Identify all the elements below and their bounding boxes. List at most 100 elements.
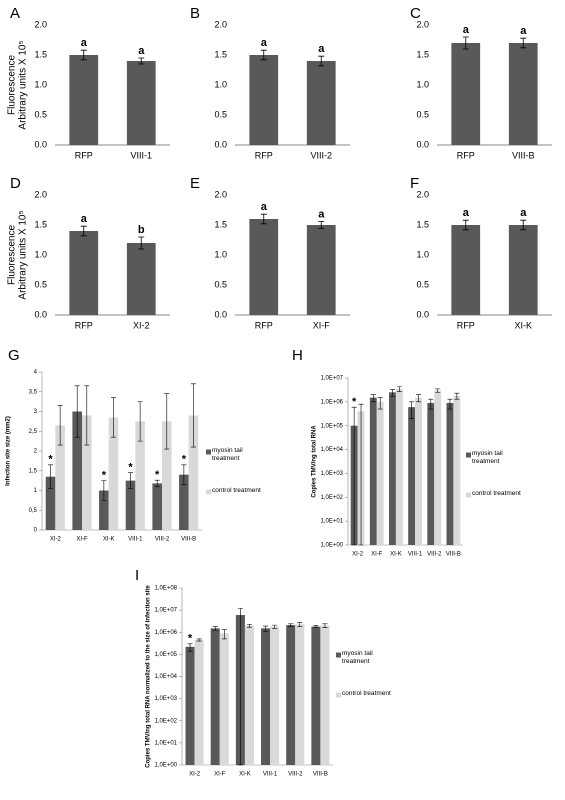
y-tick-label: 0.5 <box>34 279 47 289</box>
y-tick-label: 0.5 <box>34 109 47 119</box>
x-tick-label: RFP <box>75 320 93 330</box>
error-bar <box>435 388 441 393</box>
error-bar <box>57 405 63 446</box>
bar <box>185 646 195 765</box>
x-tick-label: VIII-2 <box>288 772 303 778</box>
error-bar <box>212 626 218 631</box>
y-tick-label: 0.0 <box>214 309 227 319</box>
bar <box>162 421 172 530</box>
y-tick-label: 4 <box>34 370 38 376</box>
bar <box>126 61 156 145</box>
y-axis-label: Arbitrary units X 10⁵ <box>18 210 29 299</box>
x-tick-label: VIII-1 <box>130 150 152 160</box>
error-bar <box>416 394 422 403</box>
legend-swatch <box>206 449 211 455</box>
error-bar <box>263 625 269 632</box>
panel-label: G <box>8 347 20 364</box>
y-tick-label: 3 <box>34 409 38 415</box>
legend-label: myosin tail treatment <box>212 447 243 463</box>
x-tick-label: VIII-2 <box>427 552 442 558</box>
error-bar <box>48 464 54 489</box>
x-tick-label: VIII-B <box>313 772 328 778</box>
bar <box>320 625 330 765</box>
panel-label: F <box>410 175 419 192</box>
significance-star: * <box>102 470 107 482</box>
y-tick-label: 1,0E+02 <box>320 495 343 501</box>
bar <box>249 55 279 145</box>
error-bar <box>462 219 469 231</box>
y-tick-label: 1.5 <box>214 219 227 229</box>
bar <box>453 395 461 545</box>
error-bar <box>428 398 434 410</box>
x-tick-label: XI-K <box>390 552 402 558</box>
bar <box>451 225 481 315</box>
x-tick-label: VIII-2 <box>310 150 332 160</box>
panel-label: A <box>10 5 20 22</box>
y-tick-label: 1,0E+04 <box>154 674 177 680</box>
x-tick-label: VIII-B <box>512 150 535 160</box>
significance-star: * <box>188 633 193 645</box>
bar <box>219 633 229 765</box>
y-tick-label: 1,0E+03 <box>154 696 177 702</box>
error-bar <box>154 479 160 487</box>
error-bar <box>260 213 267 225</box>
significance-letter: a <box>261 201 268 213</box>
significance-letter: a <box>463 24 470 36</box>
error-bar <box>80 49 87 61</box>
y-tick-label: 2.0 <box>214 19 227 29</box>
error-bar <box>322 623 328 629</box>
error-bar <box>128 472 134 489</box>
bar <box>188 415 199 530</box>
legend-swatch <box>466 452 471 458</box>
legend-swatch <box>336 692 341 698</box>
legend-swatch <box>466 492 471 498</box>
bar <box>270 626 280 765</box>
error-bar <box>358 403 364 546</box>
legend-label: control treatment <box>472 490 521 497</box>
x-tick-label: XI-F <box>313 320 331 330</box>
legend-box: myosin tail treatment <box>212 447 243 463</box>
bar <box>72 411 82 530</box>
x-tick-label: VIII-1 <box>408 552 423 558</box>
bar <box>395 388 403 545</box>
legend-box: control treatment <box>342 690 391 697</box>
bar <box>427 402 435 545</box>
error-bar <box>221 629 227 640</box>
y-tick-label: 1,0E+01 <box>320 519 343 525</box>
error-bar <box>313 625 319 629</box>
error-bar <box>260 49 267 61</box>
panel-label: E <box>190 175 200 192</box>
bar <box>446 402 454 545</box>
x-tick-label: RFP <box>255 320 273 330</box>
bar <box>45 476 56 530</box>
y-tick-label: 1,0E+04 <box>320 447 343 453</box>
bar <box>179 474 189 530</box>
y-tick-label: 1.5 <box>416 49 429 59</box>
error-bar <box>80 225 87 237</box>
x-tick-label: RFP <box>457 320 475 330</box>
significance-star: * <box>182 454 187 466</box>
significance-letter: b <box>138 224 145 236</box>
error-bar <box>190 383 196 448</box>
error-bar <box>318 55 325 67</box>
legend-label: control treatment <box>342 690 391 697</box>
y-tick-label: 0.0 <box>416 139 429 149</box>
legend-label: control treatment <box>212 487 261 494</box>
error-bar <box>351 406 357 546</box>
significance-letter: a <box>318 208 325 220</box>
bar <box>244 625 254 765</box>
error-bar <box>196 638 202 642</box>
error-bar <box>237 608 243 766</box>
error-bar <box>272 624 278 629</box>
panel-label: B <box>190 5 200 22</box>
y-tick-label: 2.0 <box>34 19 47 29</box>
y-tick-label: 1.0 <box>214 79 227 89</box>
bar <box>152 483 162 530</box>
y-tick-label: 1.0 <box>416 249 429 259</box>
error-bar <box>101 480 107 501</box>
error-bar <box>520 37 527 49</box>
legend-swatch <box>206 489 211 495</box>
error-bar <box>181 464 187 485</box>
y-axis-label: Fluorescence <box>7 55 18 115</box>
